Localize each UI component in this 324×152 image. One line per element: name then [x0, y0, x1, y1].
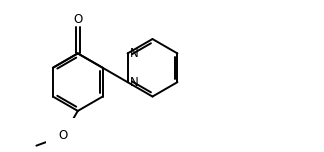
Text: N: N: [130, 76, 138, 89]
Text: N: N: [130, 47, 138, 60]
Text: O: O: [58, 129, 67, 142]
Text: O: O: [73, 13, 82, 26]
